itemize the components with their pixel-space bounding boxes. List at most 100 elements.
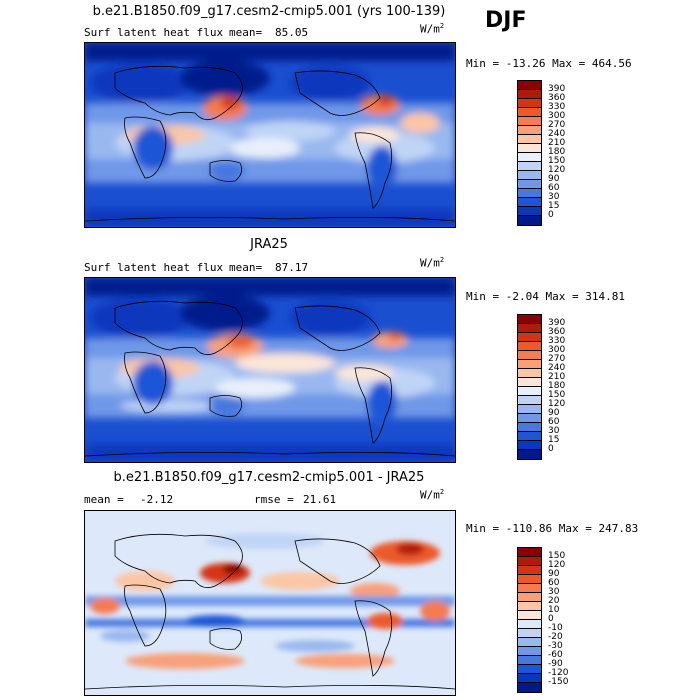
colorbar-swatch bbox=[518, 432, 541, 441]
panel1-mean-value: 85.05 bbox=[275, 26, 309, 39]
colorbar-swatch bbox=[518, 198, 541, 207]
colorbar-label: -60 bbox=[548, 650, 563, 660]
colorbar-swatch bbox=[518, 656, 541, 665]
colorbar-label: 30 bbox=[548, 587, 560, 597]
colorbar-swatch bbox=[518, 126, 541, 135]
panel3-title: b.e21.B1850.f09_g17.cesm2-cmip5.001 - JR… bbox=[113, 470, 425, 485]
colorbar-label: 390 bbox=[548, 84, 566, 94]
panel2-minmax: Min = -2.04 Max = 314.81 bbox=[466, 290, 625, 303]
panel3-rmse-value: 21.61 bbox=[303, 493, 337, 506]
colorbar-label: 360 bbox=[548, 327, 566, 337]
colorbar-label: -20 bbox=[548, 632, 563, 642]
colorbar-swatch bbox=[518, 207, 541, 216]
panel2-mean-label: mean= bbox=[229, 261, 263, 274]
colorbar-swatch bbox=[518, 99, 541, 108]
colorbar-swatch bbox=[518, 620, 541, 629]
panel3-minmax: Min = -110.86 Max = 247.83 bbox=[466, 522, 639, 535]
colorbar-label: 210 bbox=[548, 372, 566, 382]
colorbar-label: 360 bbox=[548, 93, 566, 103]
colorbar-label: 90 bbox=[548, 408, 560, 418]
panel1-colorbar bbox=[517, 80, 542, 226]
colorbar-label: -150 bbox=[548, 677, 569, 687]
colorbar-swatch bbox=[518, 162, 541, 171]
colorbar-swatch bbox=[518, 216, 541, 225]
colorbar-label: 150 bbox=[548, 156, 566, 166]
panel2-mean-value: 87.17 bbox=[275, 261, 309, 274]
colorbar-swatch bbox=[518, 144, 541, 153]
colorbar-swatch bbox=[518, 575, 541, 584]
colorbar-swatch bbox=[518, 557, 541, 566]
panel1-units: W/m2 bbox=[420, 22, 445, 36]
colorbar-swatch bbox=[518, 180, 541, 189]
colorbar-swatch bbox=[518, 135, 541, 144]
colorbar-swatch bbox=[518, 548, 541, 557]
colorbar-label: 30 bbox=[548, 192, 560, 202]
colorbar-label: 90 bbox=[548, 569, 560, 579]
season-label: DJF bbox=[485, 8, 527, 33]
panel2-colorbar bbox=[517, 314, 542, 460]
panel3-colorbar-labels: 150 120 90 60 30 20 10 0 -10 -20 -30 -60 -90 -120 -150 bbox=[548, 547, 588, 691]
colorbar-swatch bbox=[518, 647, 541, 656]
colorbar-label: 60 bbox=[548, 183, 560, 193]
colorbar-label: 300 bbox=[548, 111, 566, 121]
colorbar-swatch bbox=[518, 351, 541, 360]
colorbar-label: 390 bbox=[548, 318, 566, 328]
colorbar-label: 300 bbox=[548, 345, 566, 355]
panel3-map bbox=[84, 510, 456, 696]
colorbar-swatch bbox=[518, 360, 541, 369]
panel3-units: W/m2 bbox=[420, 488, 445, 502]
colorbar-swatch bbox=[518, 629, 541, 638]
colorbar-label: 330 bbox=[548, 336, 566, 346]
colorbar-swatch bbox=[518, 405, 541, 414]
colorbar-swatch bbox=[518, 593, 541, 602]
colorbar-swatch bbox=[518, 333, 541, 342]
colorbar-label: 210 bbox=[548, 138, 566, 148]
colorbar-label: 30 bbox=[548, 426, 560, 436]
panel1-colorbar-labels: 390 360 330 300 270 240 210 180 150 120 90 60 30 15 0 bbox=[548, 80, 588, 224]
panel3-colorbar bbox=[517, 547, 542, 693]
panel2-units: W/m2 bbox=[420, 256, 445, 270]
colorbar-swatch bbox=[518, 674, 541, 683]
colorbar-swatch bbox=[518, 566, 541, 575]
colorbar-swatch bbox=[518, 153, 541, 162]
colorbar-swatch bbox=[518, 683, 541, 692]
colorbar-label: 240 bbox=[548, 363, 566, 373]
colorbar-swatch bbox=[518, 90, 541, 99]
colorbar-swatch bbox=[518, 602, 541, 611]
colorbar-label: 10 bbox=[548, 605, 560, 615]
colorbar-swatch bbox=[518, 369, 541, 378]
colorbar-label: 120 bbox=[548, 399, 566, 409]
colorbar-swatch bbox=[518, 117, 541, 126]
colorbar-swatch bbox=[518, 423, 541, 432]
panel3-mean-value: -2.12 bbox=[140, 493, 174, 506]
colorbar-label: 330 bbox=[548, 102, 566, 112]
colorbar-label: 0 bbox=[548, 210, 554, 220]
colorbar-label: 0 bbox=[548, 614, 554, 624]
colorbar-swatch bbox=[518, 584, 541, 593]
colorbar-label: 240 bbox=[548, 129, 566, 139]
colorbar-label: 150 bbox=[548, 551, 566, 561]
colorbar-swatch bbox=[518, 611, 541, 620]
colorbar-swatch bbox=[518, 315, 541, 324]
colorbar-label: -120 bbox=[548, 668, 569, 678]
colorbar-label: 20 bbox=[548, 596, 560, 606]
colorbar-label: -90 bbox=[548, 659, 563, 669]
colorbar-label: 120 bbox=[548, 165, 566, 175]
colorbar-label: 60 bbox=[548, 417, 560, 427]
colorbar-swatch bbox=[518, 441, 541, 450]
colorbar-swatch bbox=[518, 189, 541, 198]
panel2-title: JRA25 bbox=[250, 237, 288, 252]
colorbar-label: 180 bbox=[548, 147, 566, 157]
colorbar-label: 15 bbox=[548, 435, 560, 445]
colorbar-label: 15 bbox=[548, 201, 560, 211]
panel2-variable-label: Surf latent heat flux bbox=[84, 261, 224, 274]
colorbar-swatch bbox=[518, 81, 541, 90]
colorbar-swatch bbox=[518, 387, 541, 396]
colorbar-swatch bbox=[518, 324, 541, 333]
panel3-rmse-label: rmse = bbox=[254, 493, 294, 506]
colorbar-swatch bbox=[518, 665, 541, 674]
colorbar-swatch bbox=[518, 450, 541, 459]
colorbar-label: 270 bbox=[548, 354, 566, 364]
colorbar-swatch bbox=[518, 414, 541, 423]
colorbar-label: 270 bbox=[548, 120, 566, 130]
